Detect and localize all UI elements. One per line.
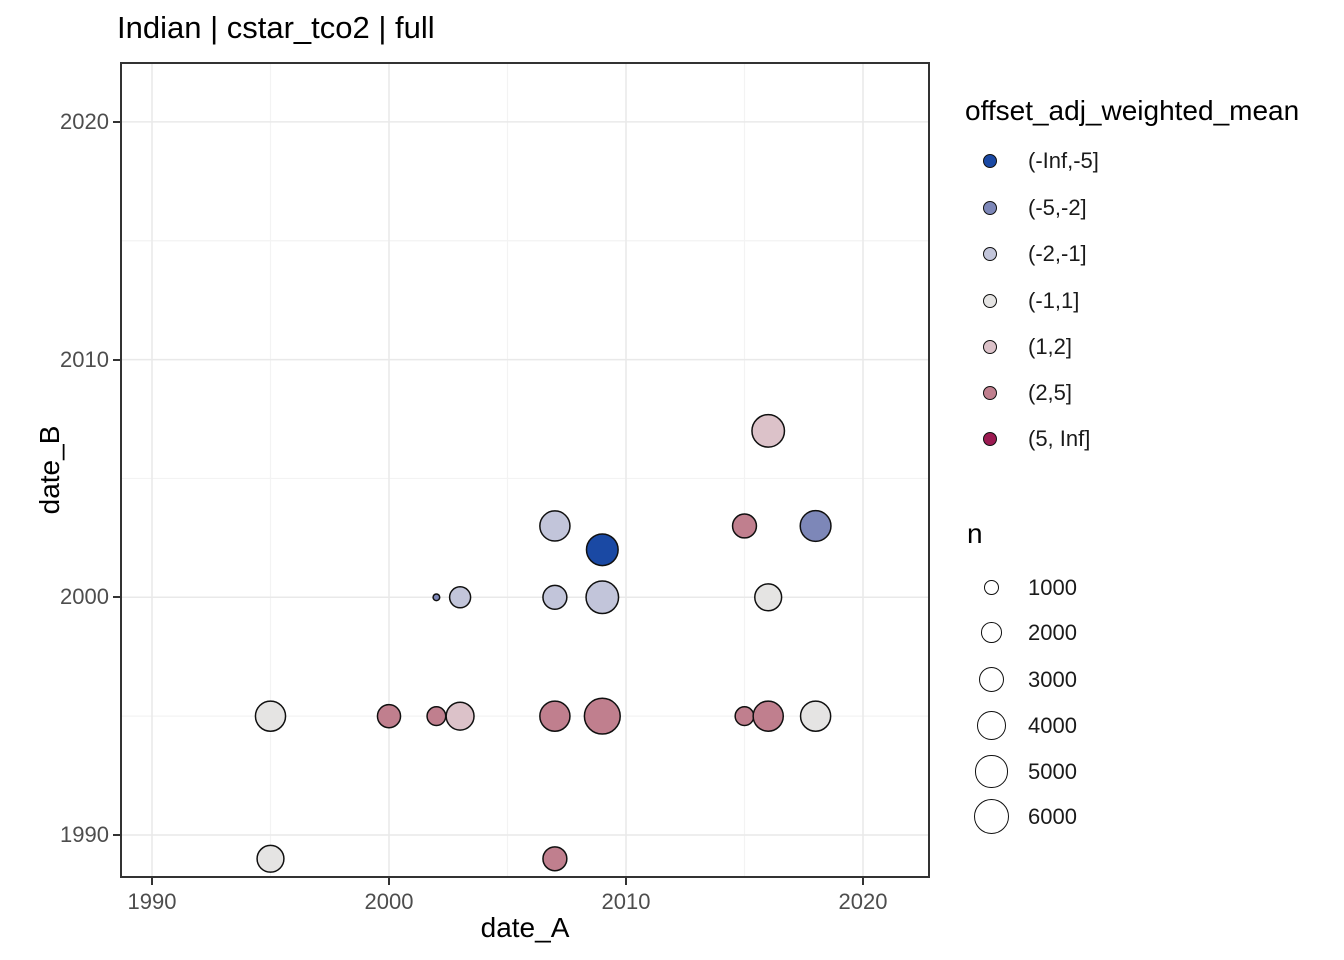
size-legend-label: 1000: [1028, 575, 1077, 600]
panel-border: [120, 62, 930, 878]
x-axis-tick-mark: [388, 878, 390, 885]
data-point: [539, 510, 571, 542]
x-axis-tick-mark: [151, 878, 153, 885]
size-legend-key-circle: [975, 755, 1008, 788]
chart-title: Indian | cstar_tco2 | full: [117, 10, 435, 45]
color-legend-title: offset_adj_weighted_mean: [965, 95, 1300, 126]
data-point: [585, 580, 620, 615]
x-axis-title: date_A: [480, 912, 570, 943]
color-legend-label: (-5,-2]: [1028, 195, 1087, 220]
size-legend-key-circle: [984, 580, 999, 595]
data-point: [731, 513, 758, 539]
color-legend-label: (5, Inf]: [1028, 426, 1091, 451]
y-axis-title: date_B: [34, 425, 65, 515]
color-legend-label: (2,5]: [1028, 380, 1073, 405]
y-axis-tick-label: 2000: [60, 584, 109, 610]
x-axis-tick-label: 2010: [601, 889, 651, 914]
size-legend-label: 6000: [1028, 804, 1077, 829]
color-legend-key-swatch: [983, 294, 997, 308]
x-axis-tick-label: 2020: [838, 889, 888, 914]
y-axis-tick-mark: [113, 358, 120, 361]
size-legend-key-circle: [981, 622, 1002, 643]
size-legend-title: n: [967, 518, 983, 549]
size-legend-key-circle: [977, 711, 1006, 740]
data-point: [585, 533, 619, 567]
data-point: [799, 700, 832, 732]
y-axis-tick-label: 2020: [60, 108, 109, 134]
data-point: [426, 706, 447, 727]
color-legend-key-swatch: [983, 154, 997, 168]
data-point: [376, 703, 402, 729]
data-point: [799, 509, 832, 543]
color-legend-label: (-Inf,-5]: [1028, 148, 1099, 173]
y-axis-tick-mark: [113, 596, 120, 599]
y-axis-tick-label: 1990: [60, 822, 109, 847]
size-legend-label: 4000: [1028, 713, 1077, 738]
color-legend-label: (1,2]: [1028, 334, 1073, 359]
x-axis-tick-mark: [625, 878, 627, 885]
data-point: [752, 700, 785, 732]
color-legend-key-swatch: [983, 340, 997, 354]
data-point: [734, 706, 755, 727]
size-legend-label: 2000: [1028, 620, 1077, 645]
color-legend-label: (-1,1]: [1028, 288, 1080, 313]
color-legend-key-swatch: [983, 201, 997, 215]
color-legend-key-swatch: [983, 247, 997, 261]
color-legend-key-swatch: [983, 386, 997, 400]
data-point: [751, 413, 786, 448]
size-legend-label: 5000: [1028, 759, 1077, 784]
data-point: [542, 846, 568, 872]
x-axis-tick-label: 2000: [364, 889, 414, 914]
y-axis-tick-mark: [113, 120, 120, 123]
data-point: [539, 700, 571, 732]
y-axis-tick-label: 2010: [60, 346, 109, 372]
data-point: [256, 844, 285, 873]
size-legend-key-circle: [978, 666, 1005, 693]
color-legend-key-swatch: [983, 432, 997, 446]
x-axis-tick-mark: [862, 878, 864, 885]
data-point: [583, 697, 621, 735]
size-legend-label: 3000: [1028, 667, 1077, 692]
plot-panel: [120, 62, 930, 878]
data-point: [448, 586, 472, 609]
data-point: [542, 584, 568, 610]
data-point: [754, 583, 783, 612]
data-point: [445, 701, 475, 731]
data-point: [432, 593, 441, 602]
color-legend-label: (-2,-1]: [1028, 241, 1087, 266]
data-point: [254, 700, 287, 732]
y-axis-tick-mark: [113, 834, 120, 836]
size-legend-key-circle: [973, 798, 1010, 835]
x-axis-tick-label: 1990: [127, 889, 177, 914]
